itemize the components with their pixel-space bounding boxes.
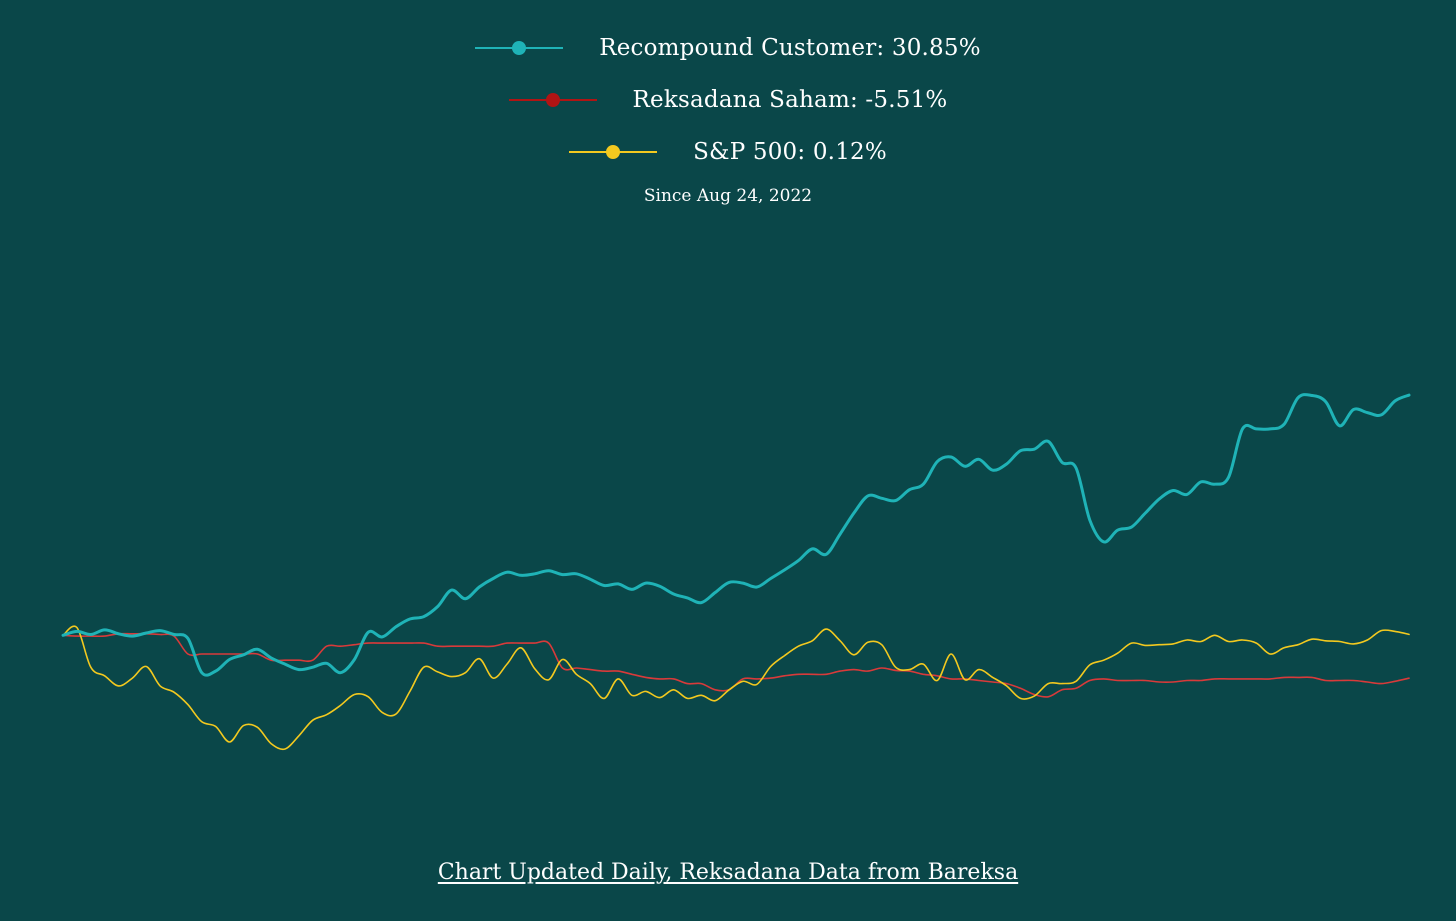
legend-item-reksadana[interactable]: Reksadana Saham: -5.51% bbox=[0, 74, 1456, 126]
legend-label-reksadana: Reksadana Saham: -5.51% bbox=[632, 87, 948, 113]
legend-swatch-sp500 bbox=[569, 145, 658, 159]
legend-label-sp500: S&P 500: 0.12% bbox=[693, 139, 887, 165]
footer-source-link[interactable]: Chart Updated Daily, Reksadana Data from… bbox=[437, 860, 1019, 885]
legend-swatch-recompound bbox=[475, 41, 564, 55]
chart-footer: Chart Updated Daily, Reksadana Data from… bbox=[0, 860, 1456, 885]
series-line-recompound bbox=[61, 393, 1411, 677]
chart-legend: Recompound Customer: 30.85% Reksadana Sa… bbox=[0, 22, 1456, 178]
legend-item-recompound[interactable]: Recompound Customer: 30.85% bbox=[0, 22, 1456, 74]
series-line-sp500 bbox=[62, 625, 1410, 751]
legend-label-recompound: Recompound Customer: 30.85% bbox=[599, 35, 981, 61]
series-line-reksadana bbox=[62, 632, 1410, 698]
legend-item-sp500[interactable]: S&P 500: 0.12% bbox=[0, 126, 1456, 178]
legend-swatch-reksadana bbox=[508, 93, 597, 107]
chart-subtitle: Since Aug 24, 2022 bbox=[643, 186, 813, 206]
